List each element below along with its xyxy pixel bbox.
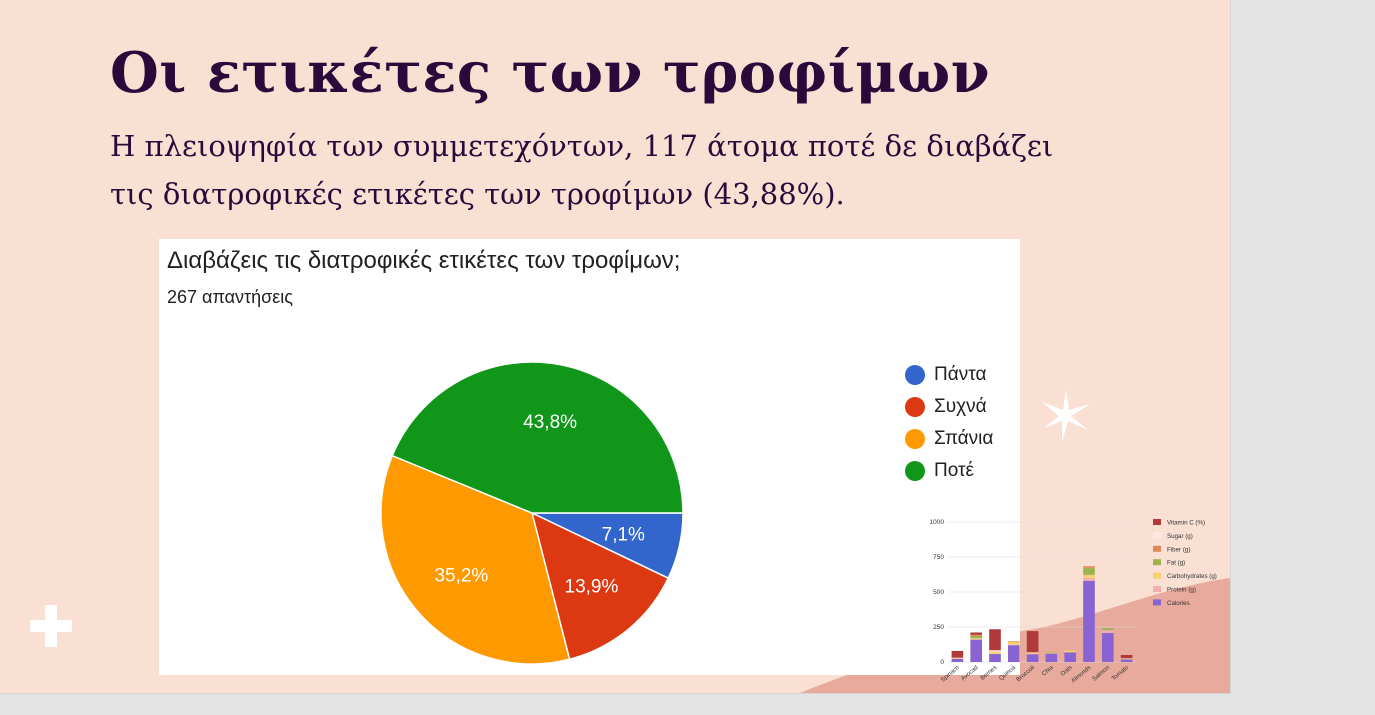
- nutrition-bar-chart: 0 250 500 750 1000 Spinach Avocad Berries Quinoa…: [930, 519, 1217, 685]
- bar-segment: [970, 634, 983, 636]
- bar-segment: [989, 651, 1001, 654]
- legend-item-always: Πάντα: [905, 359, 993, 391]
- pie-slice-label: 43,8%: [523, 412, 577, 433]
- bar-segment: [1026, 631, 1039, 653]
- y-tick-label: 500: [933, 589, 944, 596]
- legend-item-never: Ποτέ: [905, 455, 993, 487]
- chart-subtitle: 267 απαντήσεις: [167, 287, 293, 307]
- x-tick-label: Tomato: [1111, 665, 1130, 683]
- bar-segment: [989, 650, 1001, 652]
- bar-segment: [1083, 577, 1095, 581]
- x-tick-label: Quinoa: [998, 665, 1017, 682]
- bar-segment: [1101, 632, 1114, 662]
- bar-segment: [1045, 652, 1058, 654]
- x-tick-label: Chia: [1041, 665, 1055, 678]
- pie-chart-card: 7,1% 13,9% 35,2% 43,8% Διαβάζεις τις διατρο…: [159, 239, 1020, 675]
- x-tick-label: Avocad: [960, 665, 979, 682]
- bar-segment: [970, 635, 983, 639]
- sparkle-icon: [1042, 390, 1090, 442]
- bar-legend-label: Fiber (g): [1167, 546, 1190, 553]
- pie-slice-label: 7,1%: [602, 525, 645, 546]
- bar-segment: [1007, 641, 1020, 645]
- y-tick-label: 0: [940, 659, 944, 666]
- x-tick-label: Broccoli: [1016, 665, 1036, 683]
- bar-segment: [1083, 567, 1095, 575]
- legend-swatch: [905, 397, 925, 417]
- bar-segment: [1007, 644, 1020, 646]
- bar-segment: [989, 654, 1001, 662]
- bar-segment: [970, 638, 983, 640]
- bar-segment: [1064, 650, 1077, 653]
- bar-segment: [1045, 653, 1058, 662]
- slide-body-line: Η πλειοψηφία των συμμετεχόντων, 117 άτομ…: [110, 129, 1054, 163]
- bar-segment: [951, 658, 964, 662]
- x-tick-label: Oats: [1060, 665, 1074, 678]
- bar-legend-swatch: [1153, 519, 1161, 525]
- bar-legend-label: Sugar (g): [1167, 533, 1193, 540]
- legend-label: Συχνά: [934, 396, 987, 417]
- legend-label: Πάντα: [934, 364, 987, 385]
- bar-legend-swatch: [1153, 572, 1161, 579]
- legend-swatch: [905, 461, 925, 481]
- bar-segment: [1064, 652, 1077, 662]
- legend-item-often: Συχνά: [905, 391, 993, 423]
- slide: Οι ετικέτες των τροφίμων Η πλειοψηφία τω…: [0, 0, 1231, 694]
- pie-slice: [530, 511, 670, 661]
- bar-segment: [1007, 645, 1020, 662]
- bar-segment: [1101, 630, 1114, 633]
- bar-segment: [970, 639, 983, 662]
- legend-label: Ποτέ: [934, 460, 974, 481]
- bar-legend-swatch: [1153, 599, 1161, 606]
- pie-slice: [391, 361, 684, 514]
- x-tick-label: Berries: [980, 665, 998, 682]
- bar-legend-swatch: [1153, 559, 1161, 566]
- pie-slice-label: 13,9%: [565, 576, 619, 597]
- bar-segment: [989, 629, 1001, 651]
- bar-segment: [1026, 653, 1039, 655]
- bar-legend-label: Carbohydrates (g): [1167, 573, 1217, 580]
- plus-icon: [30, 605, 72, 647]
- y-tick-label: 1000: [930, 519, 945, 526]
- bar-segment: [1120, 655, 1133, 659]
- x-tick-label: Spinach: [940, 665, 960, 684]
- chart-title: Διαβάζεις τις διατροφικές ετικέτες των τ…: [167, 247, 681, 274]
- bar-legend-label: Vitamin C (%): [1167, 520, 1205, 527]
- y-tick-label: 250: [933, 624, 944, 631]
- bar-legend-label: Calories: [1167, 600, 1190, 607]
- pie-slice-label: 35,2%: [434, 565, 488, 586]
- bar-legend-label: Protein (g): [1167, 587, 1196, 594]
- slide-body: Η πλειοψηφία των συμμετεχόντων, 117 άτομ…: [110, 122, 1090, 218]
- slide-title: Οι ετικέτες των τροφίμων: [110, 40, 991, 106]
- bar-segment: [1120, 658, 1133, 660]
- bar-segment: [1026, 654, 1039, 662]
- legend-label: Σπάνια: [934, 428, 994, 449]
- bar-legend-label: Fat (g): [1167, 560, 1185, 567]
- bar-segment: [970, 632, 983, 635]
- bar-legend-swatch: [1153, 545, 1161, 552]
- bar-segment: [1045, 651, 1058, 653]
- bar-segment: [1101, 628, 1114, 631]
- bar-segment: [1083, 565, 1095, 567]
- bar-segment: [1026, 652, 1039, 654]
- bar-segment: [1120, 659, 1133, 662]
- pie-chart: 7,1% 13,9% 35,2% 43,8%: [380, 361, 684, 665]
- bar-segment: [951, 657, 964, 659]
- legend-swatch: [905, 429, 925, 449]
- slide-body-line: τις διατροφικές ετικέτες των τροφίμων (4…: [110, 177, 845, 211]
- chart-legend: Πάντα Συχνά Σπάνια Ποτέ: [905, 359, 993, 487]
- bar-legend-swatch: [1153, 586, 1161, 592]
- y-tick-label: 750: [933, 554, 944, 561]
- bar-segment: [951, 650, 964, 658]
- bar-legend-swatch: [1153, 532, 1161, 539]
- x-tick-label: Salmon: [1092, 665, 1111, 683]
- bar-segment: [1083, 580, 1095, 662]
- bar-segment: [1083, 574, 1095, 578]
- legend-swatch: [905, 365, 925, 385]
- x-tick-label: Almonds: [1071, 665, 1093, 685]
- pie-slice: [380, 454, 571, 665]
- bar-segment: [1083, 566, 1095, 568]
- legend-item-rarely: Σπάνια: [905, 423, 993, 455]
